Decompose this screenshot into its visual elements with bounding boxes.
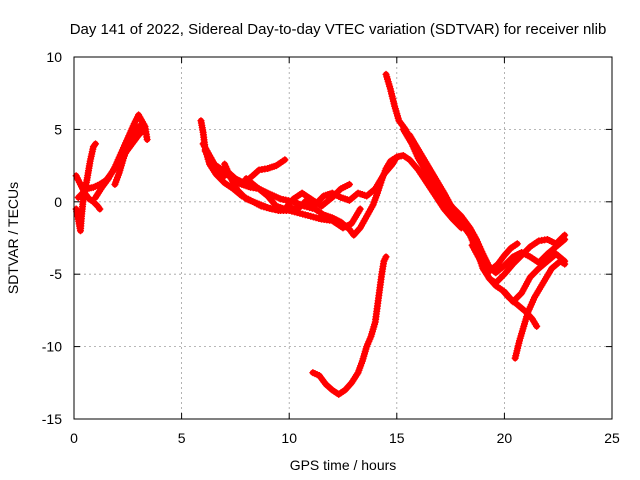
x-tick-labels: 0 5 10 15 20 25: [70, 430, 620, 446]
y-tick-labels: -15 -10 -5 0 5 10: [42, 49, 62, 427]
x-axis-label: GPS time / hours: [290, 457, 397, 473]
series-track-10: [242, 175, 353, 213]
y-tick-label: 10: [46, 49, 62, 65]
data-point-marker: [356, 205, 364, 213]
chart-title: Day 141 of 2022, Sidereal Day-to-day VTE…: [70, 21, 607, 38]
series-track-12: [399, 125, 569, 277]
y-tick-label: -15: [42, 411, 62, 427]
plot-frame: [73, 56, 613, 420]
series-track-11: [382, 70, 541, 330]
x-tick-label: 25: [604, 430, 620, 446]
data-point-marker: [281, 156, 289, 164]
data-point-marker: [92, 140, 100, 148]
series-trace: [383, 71, 540, 330]
data-series: [72, 70, 569, 398]
x-tick-label: 15: [389, 430, 405, 446]
data-point-marker: [561, 231, 569, 239]
data-point-marker: [96, 205, 104, 213]
series-track-3: [74, 127, 147, 201]
x-tick-label: 0: [70, 430, 78, 446]
series-track-16: [500, 250, 569, 306]
y-tick-label: 5: [54, 121, 62, 137]
series-track-14: [468, 240, 521, 275]
y-axis-label: SDTVAR / TECUs: [5, 182, 21, 294]
y-tick-label: -5: [50, 266, 63, 282]
series-track-15: [511, 257, 569, 362]
data-point-marker: [141, 128, 149, 136]
data-point-marker: [533, 322, 541, 330]
data-point-marker: [382, 253, 390, 261]
series-track-17: [309, 253, 390, 398]
grid-lines: [74, 57, 612, 419]
x-tick-label: 20: [497, 430, 513, 446]
data-point-marker: [143, 136, 151, 144]
axis-ticks: [73, 56, 613, 420]
series-track-5: [111, 121, 149, 188]
y-tick-label: -10: [42, 339, 62, 355]
y-tick-label: 0: [54, 194, 62, 210]
x-tick-label: 10: [281, 430, 297, 446]
data-point-marker: [513, 240, 521, 248]
data-point-marker: [345, 180, 353, 188]
data-point-marker: [561, 257, 569, 265]
x-tick-label: 5: [178, 430, 186, 446]
